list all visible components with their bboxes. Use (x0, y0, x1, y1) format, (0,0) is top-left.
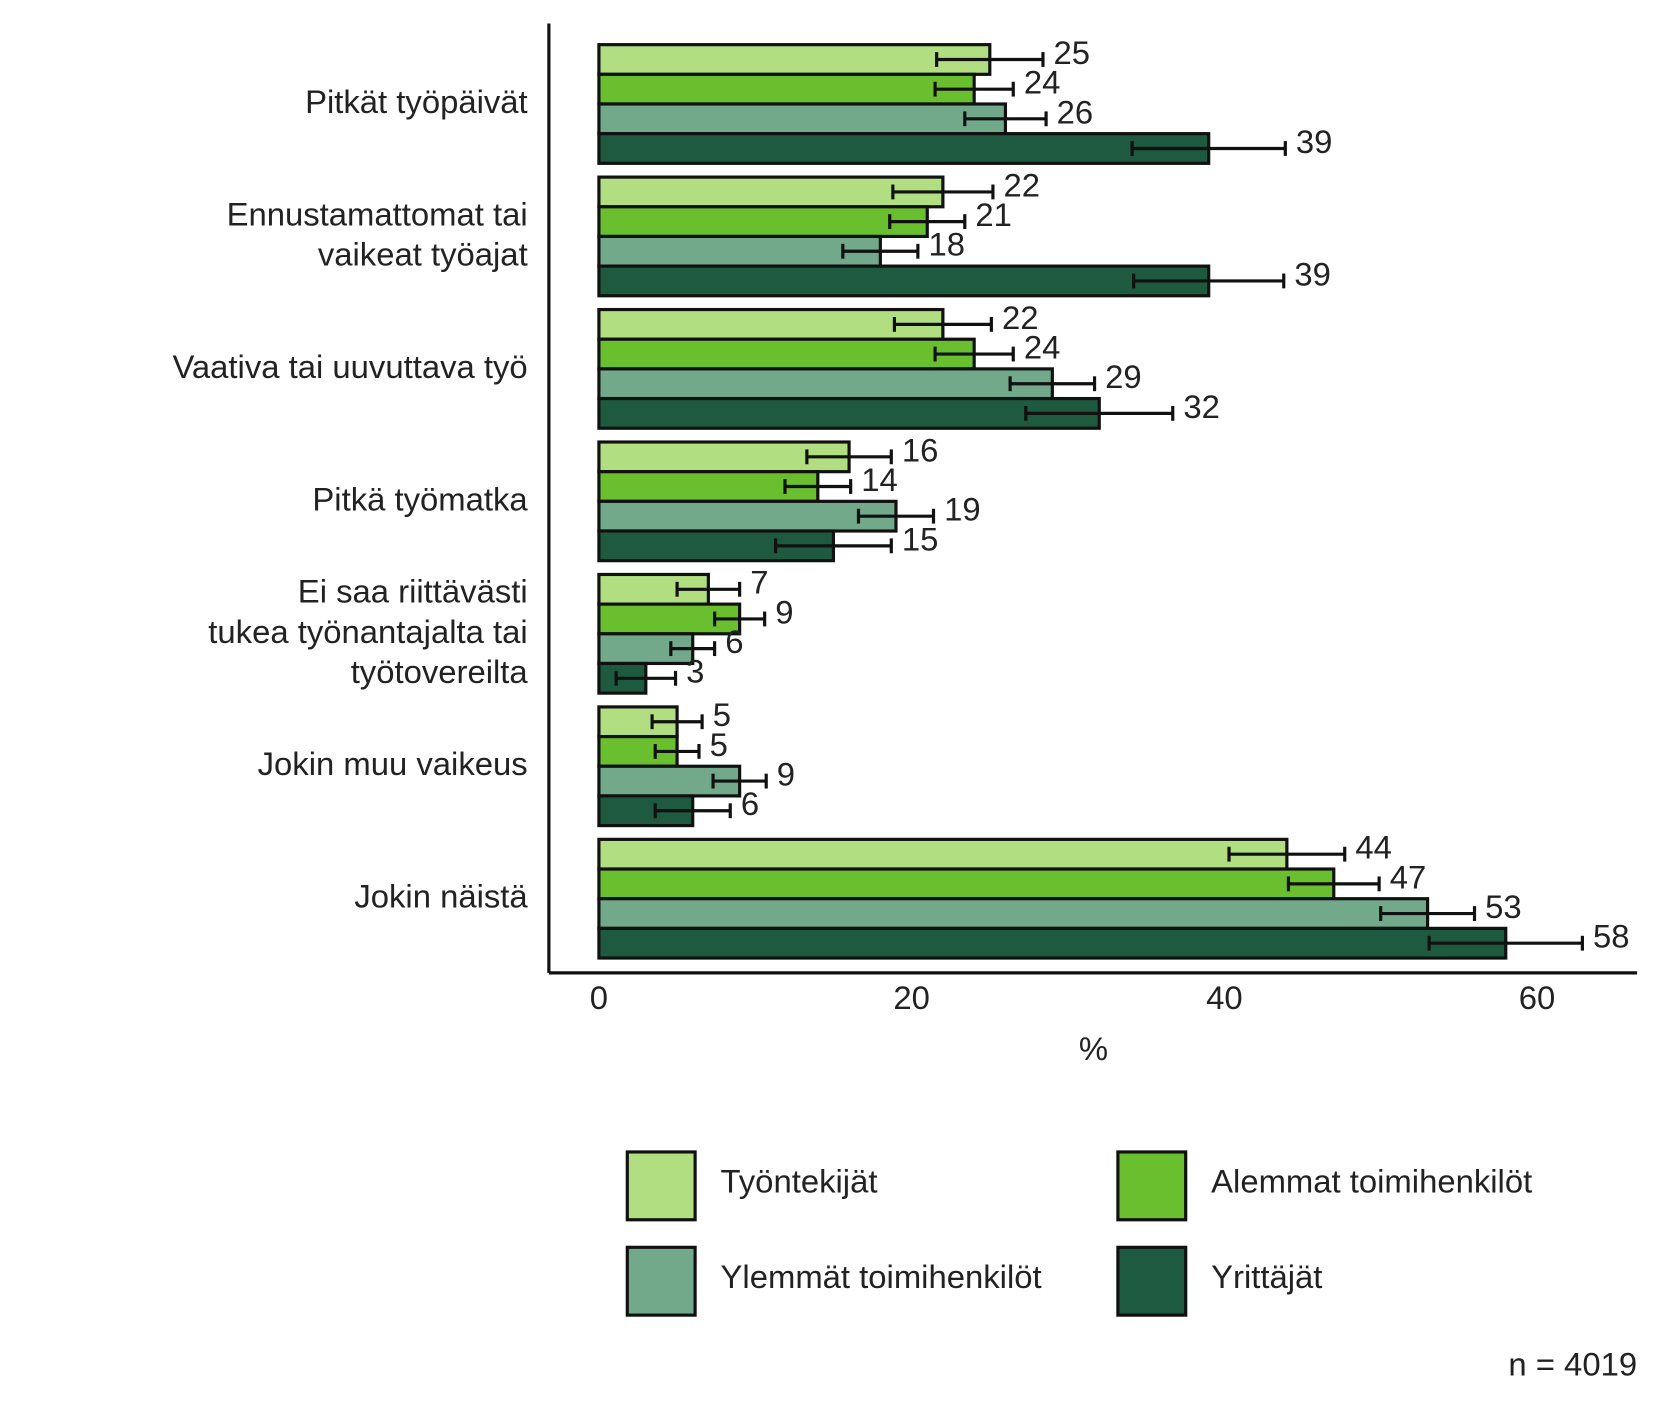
legend-label: Alemmat toimihenkilöt (1211, 1162, 1532, 1199)
data-label: 6 (741, 785, 759, 822)
error-bar (1130, 141, 1287, 156)
error-bar (653, 803, 732, 819)
bar (597, 264, 1211, 298)
annotation: n = 4019 (1508, 1346, 1637, 1383)
category-label: Pitkä työmatka (312, 480, 528, 517)
error-bar (1227, 846, 1347, 862)
error-bar (711, 773, 768, 789)
bar (597, 396, 1101, 430)
error-bar (783, 479, 853, 494)
data-label: 5 (710, 726, 728, 763)
data-label: 7 (750, 564, 768, 601)
legend-swatch (1116, 1150, 1188, 1222)
bar (597, 470, 820, 503)
legend-label: Työntekijät (721, 1162, 878, 1199)
x-tick-label: 60 (1519, 979, 1556, 1016)
error-bar (1427, 935, 1584, 951)
data-label: 29 (1105, 358, 1142, 395)
data-label: 15 (902, 520, 939, 557)
data-label: 9 (777, 756, 795, 793)
data-label: 16 (902, 431, 939, 468)
error-bar (891, 184, 995, 200)
bar (597, 72, 976, 106)
bar (597, 234, 882, 268)
data-label: 14 (861, 461, 898, 498)
error-bar (888, 214, 967, 230)
error-bar (653, 743, 701, 759)
error-bar (669, 641, 717, 657)
x-tick-label: 0 (590, 979, 608, 1016)
category-label: Jokin muu vaikeus (258, 745, 528, 782)
legend-label: Yrittäjät (1211, 1258, 1322, 1295)
category-label: Vaativa tai uuvuttava työ (172, 348, 527, 385)
error-bar (856, 508, 936, 524)
bar (597, 897, 1430, 930)
bar (597, 102, 1008, 136)
bar (597, 307, 945, 341)
error-bar (650, 714, 704, 730)
category-label: Ennustamattomat tai vaikeat työajat (227, 195, 528, 272)
error-bar (1132, 273, 1286, 289)
legend-swatch (1116, 1245, 1188, 1317)
category-label: Jokin näistä (354, 877, 528, 914)
error-bar (805, 449, 893, 465)
category-label: Ei saa riittävästi tukea työnantajalta ta… (208, 572, 528, 690)
bar (597, 43, 992, 76)
data-label: 32 (1183, 388, 1220, 425)
bar (597, 499, 898, 533)
error-bar (933, 346, 1015, 362)
data-label: 24 (1024, 328, 1061, 365)
error-bar (1008, 376, 1097, 392)
error-bar (1286, 876, 1381, 892)
bar (597, 867, 1336, 901)
legend-swatch (625, 1150, 697, 1222)
error-bar (892, 316, 993, 332)
data-label: 6 (725, 623, 743, 660)
data-label: 25 (1054, 34, 1091, 71)
data-label: 44 (1355, 829, 1392, 866)
legend-swatch (625, 1245, 697, 1317)
category-label: Pitkät työpäivät (305, 83, 528, 120)
x-tick-label: 40 (1206, 979, 1243, 1016)
data-label: 39 (1296, 123, 1333, 160)
data-label: 9 (775, 593, 793, 630)
error-bar (841, 243, 920, 259)
data-label: 53 (1485, 888, 1522, 925)
data-label: 26 (1057, 93, 1094, 130)
data-label: 5 (713, 696, 731, 733)
error-bar (1024, 405, 1175, 421)
x-tick-label: 20 (893, 979, 930, 1016)
data-label: 39 (1294, 255, 1331, 292)
data-label: 21 (975, 196, 1012, 233)
error-bar (713, 611, 767, 627)
bar (597, 205, 929, 239)
legend-label: Ylemmät toimihenkilöt (721, 1258, 1042, 1295)
error-bar (933, 81, 1015, 97)
data-label: 18 (928, 226, 965, 263)
bar (597, 132, 1211, 165)
error-bar (614, 670, 678, 686)
bar (597, 926, 1508, 960)
data-label: 22 (1002, 299, 1039, 336)
data-label: 22 (1004, 166, 1041, 203)
error-bar (963, 111, 1048, 127)
bar (597, 367, 1054, 401)
data-label: 19 (944, 491, 981, 528)
error-bar (675, 581, 742, 597)
error-bar (935, 52, 1045, 67)
error-bar (774, 538, 893, 554)
error-bar (1379, 906, 1477, 921)
bar (597, 337, 976, 371)
data-label: 58 (1593, 918, 1630, 955)
data-label: 24 (1024, 64, 1061, 101)
data-label: 3 (686, 653, 704, 690)
data-label: 47 (1390, 858, 1427, 895)
bar (597, 837, 1289, 871)
x-axis-label: % (1079, 1030, 1108, 1067)
